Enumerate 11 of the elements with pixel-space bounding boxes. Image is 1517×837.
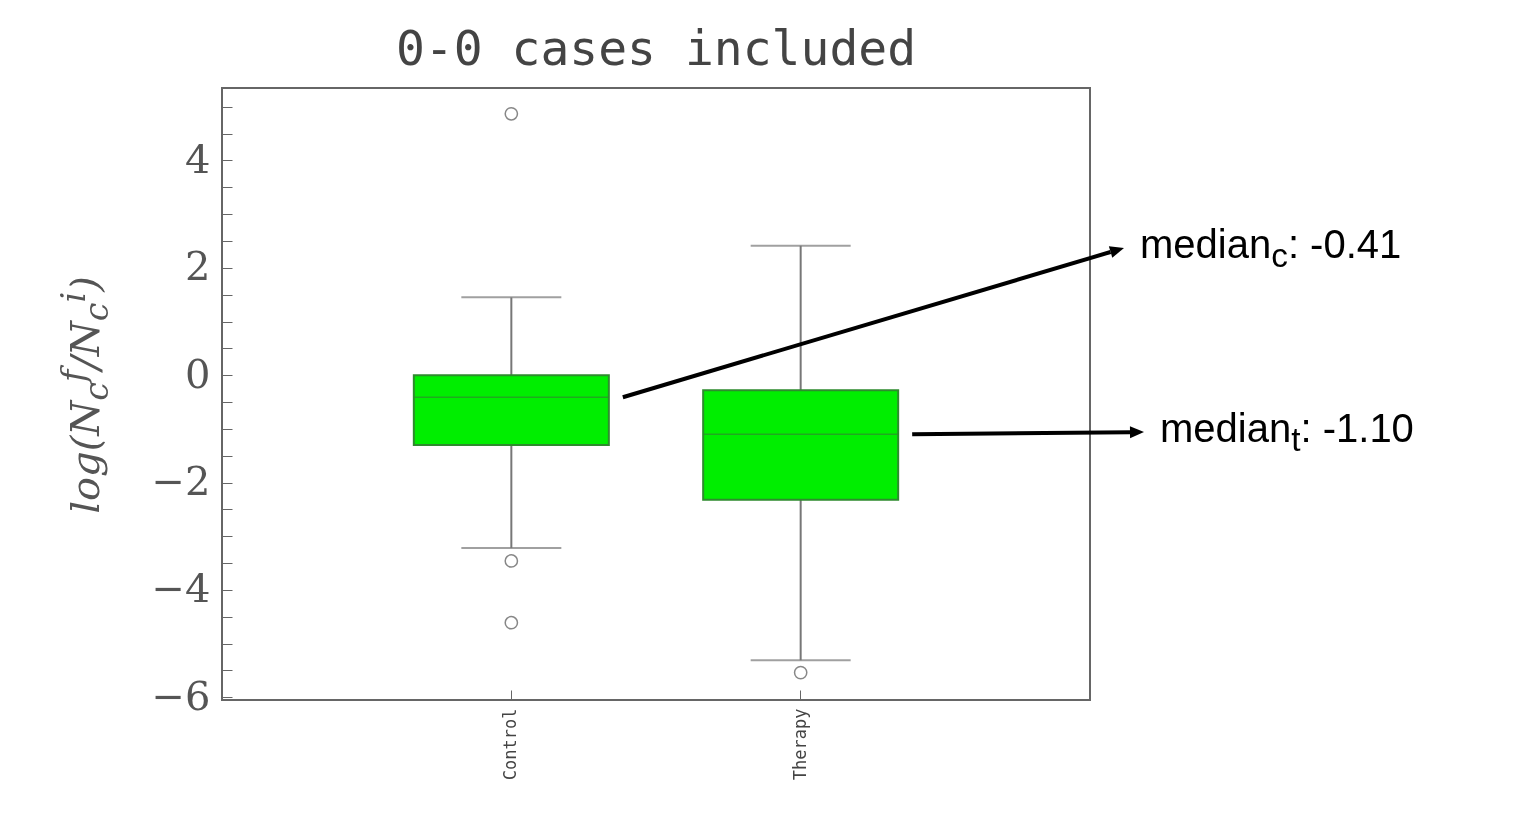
y-tick-label: −4 [151, 565, 211, 612]
y-tick-label: 2 [185, 243, 211, 290]
y-tick-label: −2 [151, 458, 211, 505]
y-tick-label: −6 [151, 672, 211, 719]
text: median$_{c}$: -0.41 [1140, 221, 1402, 275]
text: median$_{t}$: -1.10 [1160, 405, 1414, 459]
x-tick-label: Therapy [789, 708, 810, 781]
x-tick-label: Control [500, 708, 521, 781]
y-tick-label: 4 [185, 135, 211, 182]
y-tick-label: 0 [185, 350, 211, 397]
chart-title: 0-0 cases included [395, 19, 917, 76]
